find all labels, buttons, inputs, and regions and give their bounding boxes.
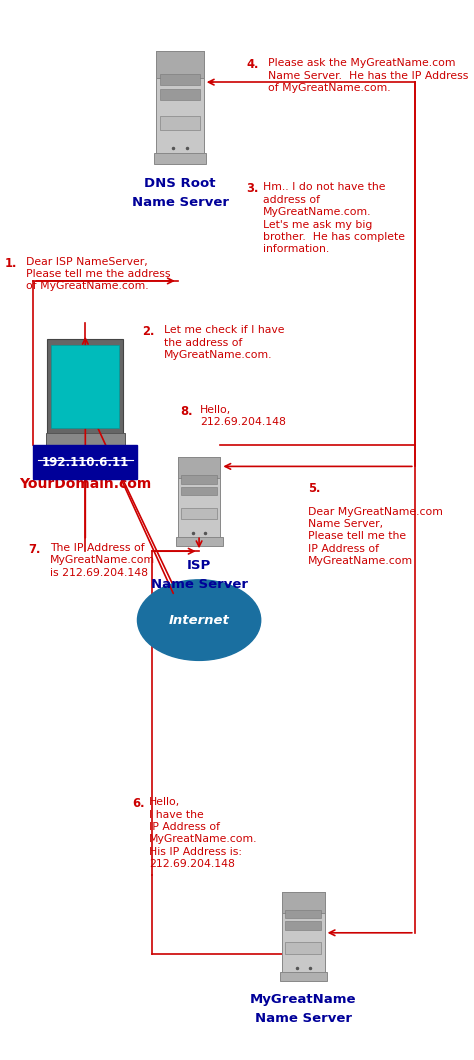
FancyBboxPatch shape <box>46 432 125 450</box>
Text: YourDomain.com: YourDomain.com <box>19 477 152 491</box>
Text: Hello,
I have the
IP Address of
MyGreatName.com.
His IP Address is:
212.69.204.1: Hello, I have the IP Address of MyGreatN… <box>149 797 258 869</box>
Text: 3.: 3. <box>246 182 259 195</box>
Text: Name Server: Name Server <box>132 196 228 209</box>
Text: 6.: 6. <box>133 797 145 810</box>
FancyBboxPatch shape <box>178 457 220 478</box>
Text: DNS Root: DNS Root <box>145 177 216 190</box>
FancyBboxPatch shape <box>33 445 137 479</box>
Text: 1.: 1. <box>5 257 17 269</box>
Text: Dear MyGreatName.com
Name Server,
Please tell me the
IP Address of
MyGreatName.c: Dear MyGreatName.com Name Server, Please… <box>308 507 443 566</box>
Text: Name Server: Name Server <box>151 578 247 590</box>
Text: 2.: 2. <box>142 325 155 338</box>
Text: Internet: Internet <box>169 614 229 626</box>
Text: Name Server: Name Server <box>255 1012 352 1025</box>
Text: The IP Address of
MyGreatName.com
is 212.69.204.148: The IP Address of MyGreatName.com is 212… <box>50 543 155 578</box>
FancyBboxPatch shape <box>47 339 123 434</box>
Text: 4.: 4. <box>246 58 259 71</box>
FancyBboxPatch shape <box>285 909 321 918</box>
FancyBboxPatch shape <box>280 972 327 981</box>
Text: 192.110.6.11: 192.110.6.11 <box>42 456 129 469</box>
FancyBboxPatch shape <box>154 154 206 164</box>
FancyBboxPatch shape <box>282 891 325 913</box>
FancyBboxPatch shape <box>282 891 325 973</box>
Text: Let me check if I have
the address of
MyGreatName.com.: Let me check if I have the address of My… <box>164 325 284 360</box>
Text: Hello,
212.69.204.148: Hello, 212.69.204.148 <box>200 405 286 427</box>
Ellipse shape <box>137 580 261 660</box>
Text: 8.: 8. <box>180 405 192 418</box>
Text: MyGreatName: MyGreatName <box>250 993 356 1006</box>
FancyBboxPatch shape <box>51 344 119 428</box>
Text: Hm.. I do not have the
address of
MyGreatName.com.
Let's me ask my big
brother. : Hm.. I do not have the address of MyGrea… <box>263 182 405 254</box>
Text: ISP: ISP <box>187 559 211 571</box>
Text: 5.: 5. <box>308 482 320 495</box>
FancyBboxPatch shape <box>285 942 321 954</box>
FancyBboxPatch shape <box>160 74 200 85</box>
FancyBboxPatch shape <box>160 89 200 100</box>
FancyBboxPatch shape <box>181 475 217 483</box>
FancyBboxPatch shape <box>285 921 321 930</box>
FancyBboxPatch shape <box>156 51 204 155</box>
FancyBboxPatch shape <box>175 537 223 546</box>
FancyBboxPatch shape <box>178 457 220 538</box>
FancyBboxPatch shape <box>181 487 217 495</box>
Text: Dear ISP NameServer,
Please tell me the address
of MyGreatName.com.: Dear ISP NameServer, Please tell me the … <box>26 257 171 292</box>
FancyBboxPatch shape <box>156 51 204 77</box>
Text: 7.: 7. <box>28 543 41 555</box>
Text: Please ask the MyGreatName.com
Name Server.  He has the IP Address
of MyGreatNam: Please ask the MyGreatName.com Name Serv… <box>268 58 468 93</box>
FancyBboxPatch shape <box>181 508 217 519</box>
FancyBboxPatch shape <box>160 116 200 130</box>
